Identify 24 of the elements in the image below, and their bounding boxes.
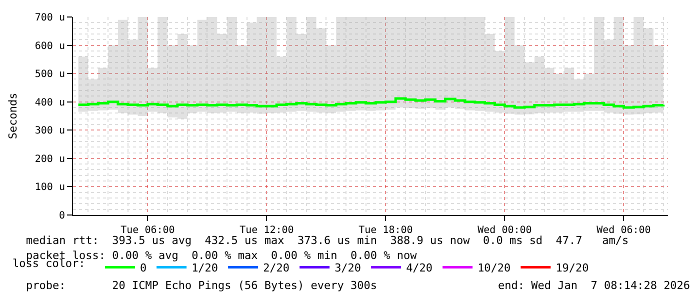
y-tick-label: 0 xyxy=(58,210,65,222)
y-tick-label: 600 u xyxy=(34,40,65,52)
x-tick-label: Wed 00:00 xyxy=(478,225,532,236)
legend-label: 2/20 xyxy=(263,262,290,275)
x-tick-label: Tue 18:00 xyxy=(358,225,413,236)
x-tick-label: Wed 06:00 xyxy=(596,225,651,236)
y-tick-label: 300 u xyxy=(34,126,65,137)
y-tick-label: 200 u xyxy=(34,154,65,165)
legend-label: 10/20 xyxy=(478,262,511,275)
legend-label: 0 xyxy=(140,262,147,275)
y-tick-label: 500 u xyxy=(34,69,65,80)
y-axis-title: Seconds xyxy=(6,92,20,140)
legend-label: 3/20 xyxy=(334,262,362,275)
y-tick-label: 400 u xyxy=(34,97,65,108)
text: median rtt: 393.5 us avg 432.5 us max 373.6 us min 388.9 us now 0.0 ms sd 47.7 am/s xyxy=(26,234,629,247)
y-tick-label: 100 u xyxy=(34,182,65,194)
text: probe: 20 ICMP Echo Pings (56 Bytes) every 300s xyxy=(26,279,377,292)
x-tick-label: Tue 06:00 xyxy=(120,225,175,236)
x-tick-label: Tue 12:00 xyxy=(240,225,294,236)
legend-label: 19/20 xyxy=(556,262,589,275)
y-tick-label: 700 u xyxy=(34,12,65,24)
legend-label: 4/20 xyxy=(406,262,433,275)
text: end: Wed Jan 7 08:14:28 2026 xyxy=(498,279,690,292)
legend-label: 1/20 xyxy=(192,262,218,275)
